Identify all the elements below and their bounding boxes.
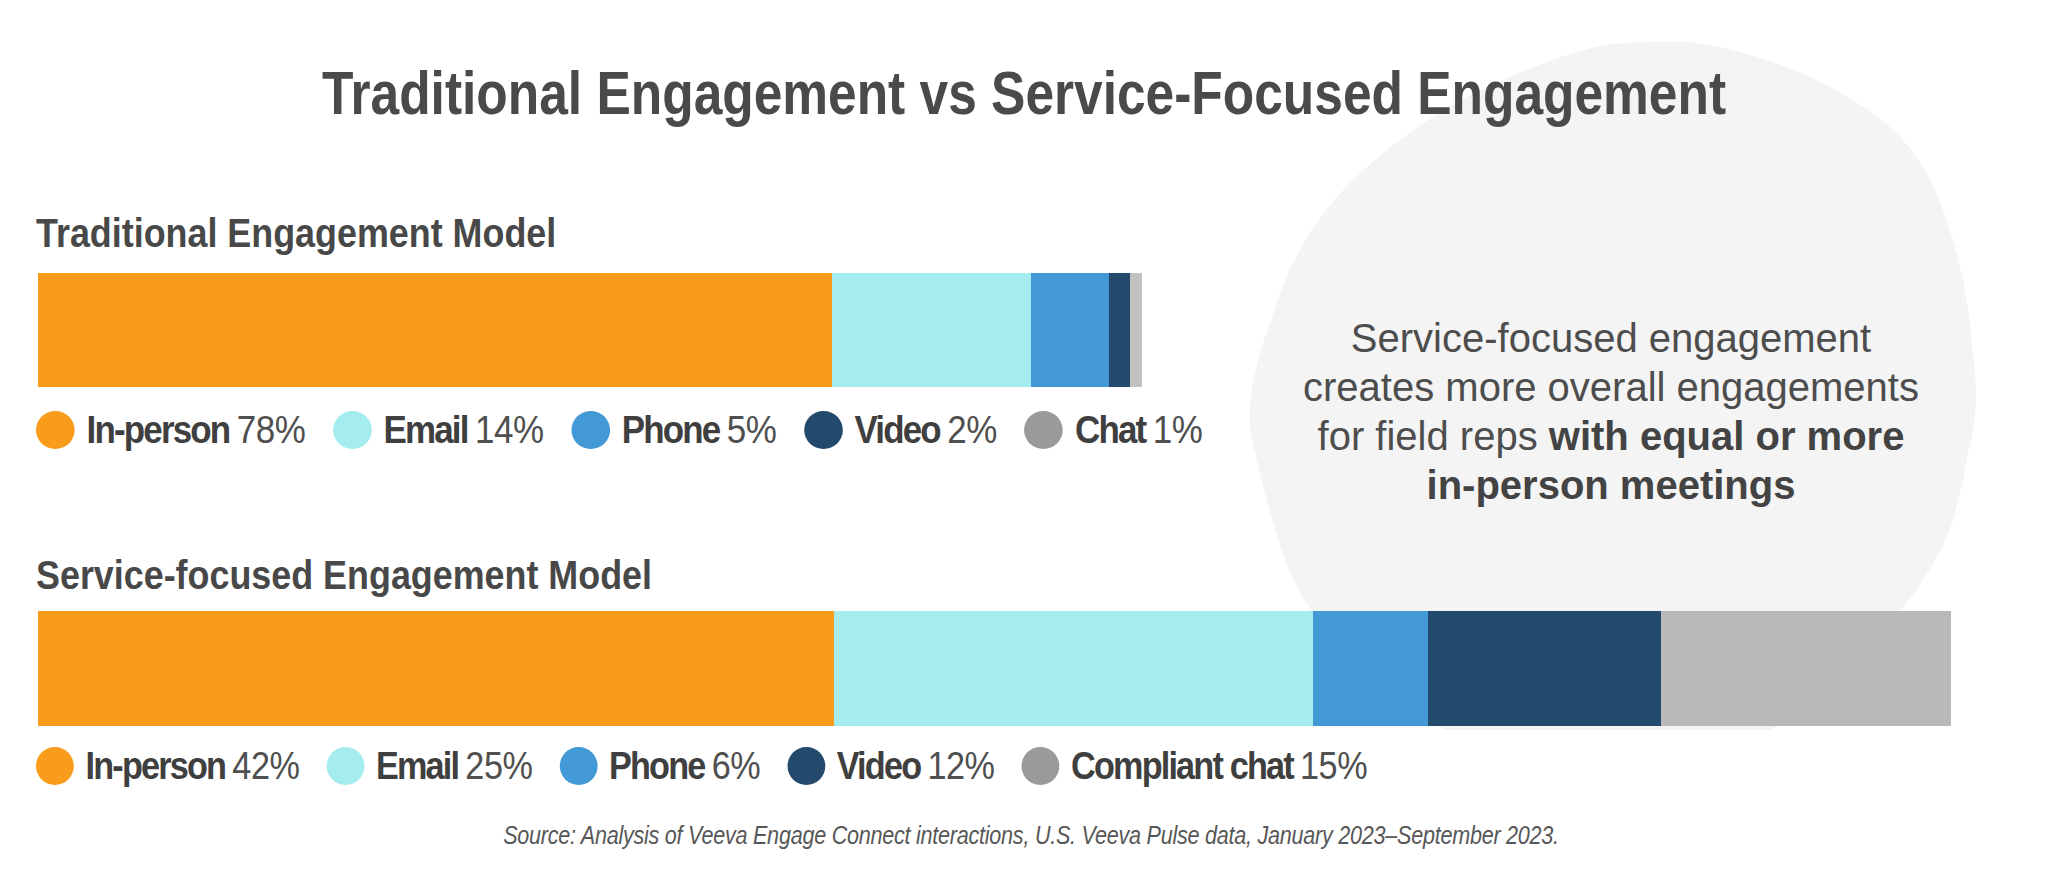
highlight-line-2: creates more overall engagements bbox=[1303, 365, 1919, 409]
highlight-line-1: Service-focused engagement bbox=[1351, 316, 1871, 360]
legend-dot-email bbox=[326, 747, 364, 785]
bar-segment-video bbox=[1428, 611, 1661, 726]
bar-segment-compliant-chat bbox=[1661, 611, 1951, 726]
legend-dot-video bbox=[804, 411, 843, 449]
infographic: Traditional Engagement vs Service-Focuse… bbox=[0, 0, 2048, 873]
legend-label: In-person bbox=[87, 409, 230, 452]
legend-service: In-person42% Email25% Phone6% Video12% Compl… bbox=[36, 747, 1367, 785]
legend-dot-phone bbox=[559, 747, 597, 785]
legend-item-in-person: In-person78% bbox=[36, 409, 305, 452]
legend-dot-in-person bbox=[36, 411, 75, 449]
legend-item-email: Email25% bbox=[326, 745, 532, 788]
legend-item-in-person: In-person42% bbox=[36, 745, 299, 788]
highlight-line-3: for field reps bbox=[1318, 414, 1549, 458]
legend-value: 1% bbox=[1153, 409, 1203, 452]
legend-item-phone: Phone5% bbox=[571, 409, 776, 452]
legend-label: Chat bbox=[1075, 409, 1145, 452]
legend-label: Phone bbox=[622, 409, 720, 452]
legend-value: 42% bbox=[232, 745, 299, 788]
bar-segment-in-person bbox=[38, 611, 834, 726]
legend-label: In-person bbox=[86, 745, 226, 788]
legend-value: 15% bbox=[1300, 745, 1367, 788]
legend-value: 2% bbox=[947, 409, 997, 452]
legend-value: 14% bbox=[475, 409, 544, 452]
section-heading-service: Service-focused Engagement Model bbox=[36, 555, 652, 596]
highlight-line-3-bold: with equal or more bbox=[1549, 414, 1905, 458]
legend-dot-in-person bbox=[36, 747, 74, 785]
stacked-bar-traditional bbox=[38, 273, 1142, 387]
legend-item-compliant-chat: Compliant chat15% bbox=[1022, 745, 1368, 788]
highlight-callout-text: Service-focused engagement creates more … bbox=[1261, 314, 1961, 510]
chart-title: Traditional Engagement vs Service-Focuse… bbox=[174, 62, 1874, 124]
legend-value: 12% bbox=[927, 745, 994, 788]
legend-label: Email bbox=[376, 745, 458, 788]
legend-label: Compliant chat bbox=[1071, 745, 1293, 788]
legend-item-chat: Chat1% bbox=[1024, 409, 1202, 452]
legend-dot-compliant-chat bbox=[1022, 747, 1060, 785]
legend-item-video: Video12% bbox=[787, 745, 994, 788]
legend-item-phone: Phone6% bbox=[559, 745, 760, 788]
legend-dot-video bbox=[787, 747, 825, 785]
bar-segment-email bbox=[834, 611, 1313, 726]
legend-value: 25% bbox=[465, 745, 532, 788]
bar-segment-phone bbox=[1031, 273, 1109, 387]
bar-segment-email bbox=[832, 273, 1031, 387]
legend-dot-chat bbox=[1024, 411, 1063, 449]
legend-label: Email bbox=[383, 409, 467, 452]
legend-item-video: Video2% bbox=[804, 409, 997, 452]
source-note: Source: Analysis of Veeva Engage Connect… bbox=[181, 820, 1881, 851]
highlight-line-4-bold: in-person meetings bbox=[1427, 463, 1796, 507]
legend-dot-email bbox=[333, 411, 372, 449]
legend-label: Video bbox=[855, 409, 940, 452]
legend-value: 6% bbox=[712, 745, 761, 788]
section-heading-traditional: Traditional Engagement Model bbox=[36, 213, 556, 254]
legend-dot-phone bbox=[571, 411, 610, 449]
legend-label: Video bbox=[837, 745, 921, 788]
legend-item-email: Email14% bbox=[333, 409, 544, 452]
bar-segment-video bbox=[1109, 273, 1130, 387]
bar-segment-chat bbox=[1130, 273, 1142, 387]
legend-value: 5% bbox=[727, 409, 777, 452]
legend-traditional: In-person78% Email14% Phone5% Video2% Chat1% bbox=[36, 411, 1202, 449]
bar-segment-in-person bbox=[38, 273, 832, 387]
legend-label: Phone bbox=[609, 745, 705, 788]
legend-value: 78% bbox=[237, 409, 306, 452]
stacked-bar-service bbox=[38, 611, 1951, 726]
bar-segment-phone bbox=[1313, 611, 1428, 726]
